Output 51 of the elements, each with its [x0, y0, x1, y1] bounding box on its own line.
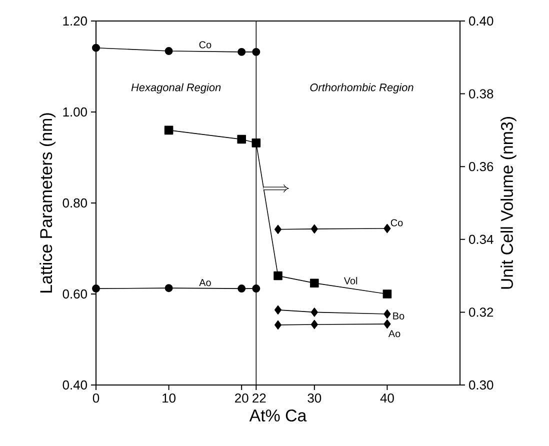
- y2-tick-label: 0.30: [469, 380, 494, 390]
- y-tick-label: 1.20: [63, 16, 87, 26]
- point: [252, 284, 260, 293]
- point: [238, 284, 246, 293]
- point: [252, 138, 261, 148]
- point: [274, 305, 282, 315]
- point: [164, 47, 173, 56]
- x-tick-label: 22: [252, 393, 266, 403]
- y-tick-label: 0.60: [62, 289, 87, 299]
- point: [310, 224, 318, 234]
- series-label: Vol: [344, 277, 358, 284]
- point: [252, 48, 260, 56]
- series-label: Bo: [393, 312, 404, 320]
- y-axis-title: Lattice Parameters (nm): [40, 113, 56, 292]
- series-label: Ao: [388, 330, 400, 338]
- series-label: Co: [199, 41, 212, 48]
- y2-tick-label: 0.38: [469, 89, 494, 98]
- point: [274, 224, 282, 234]
- y2-tick-label: 0.32: [469, 308, 494, 317]
- x-axis-title: At% Ca: [249, 410, 307, 422]
- point: [382, 290, 392, 298]
- y2-axis-title: Unit Cell Volume (nm3): [500, 117, 516, 289]
- point: [164, 284, 173, 292]
- y-tick-label: 1.00: [63, 107, 87, 117]
- y2-tick-label: 0.36: [469, 162, 494, 172]
- point: [310, 278, 319, 288]
- point: [384, 319, 391, 329]
- point: [164, 126, 174, 135]
- point: [310, 320, 318, 330]
- annotation: Orthorhombic Region: [310, 83, 414, 94]
- point: [274, 320, 282, 330]
- series-label: Ao: [199, 279, 211, 286]
- y-tick-label: 0.40: [62, 380, 87, 390]
- x-tick-label: 30: [308, 393, 322, 403]
- point: [238, 48, 246, 56]
- y-tick-label: 0.80: [62, 198, 87, 208]
- series-label: Co: [390, 219, 403, 226]
- y2-tick-label: 0.34: [469, 234, 494, 244]
- x-tick-label: 0: [92, 393, 100, 403]
- point: [310, 308, 318, 317]
- x-tick-label: 10: [162, 393, 176, 403]
- point: [384, 309, 391, 319]
- point: [92, 44, 100, 52]
- annotation: Hexagonal Region: [131, 83, 221, 94]
- y2-tick-label: 0.40: [469, 16, 494, 26]
- point: [274, 271, 282, 280]
- x-tick-label: 40: [380, 393, 394, 403]
- point: [92, 284, 100, 293]
- x-tick-label: 20: [235, 393, 248, 403]
- point: [384, 224, 391, 234]
- point: [237, 134, 246, 144]
